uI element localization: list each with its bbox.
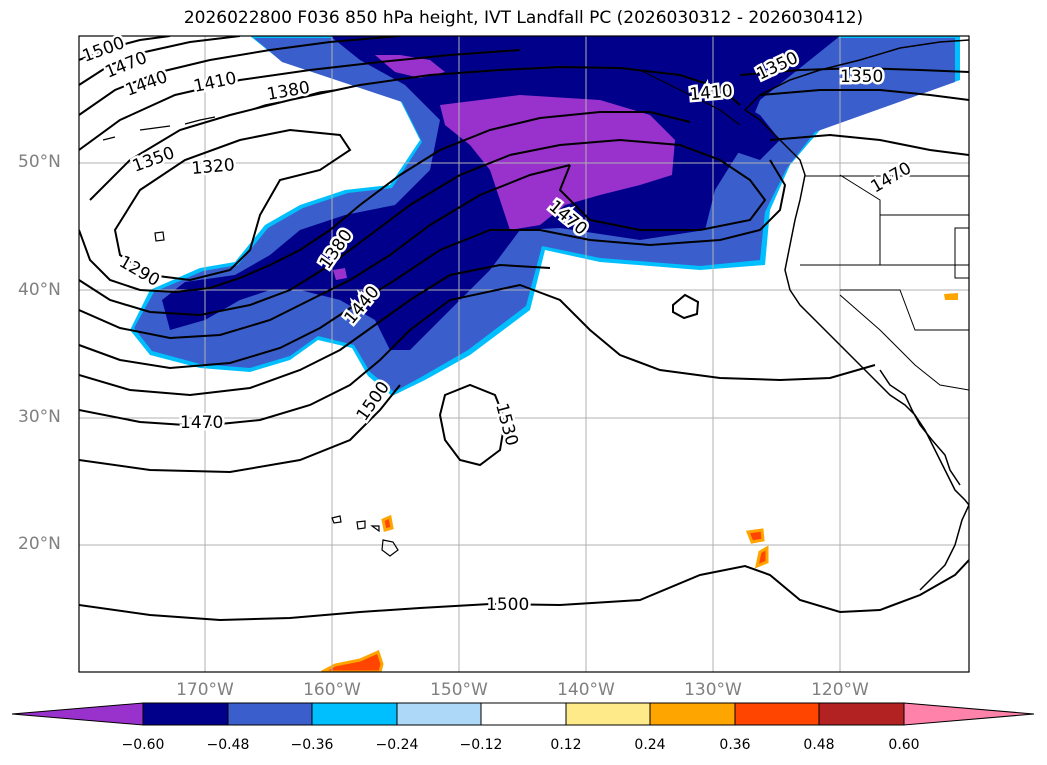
lat-label: 50°N (18, 152, 61, 172)
colorbar-extend-low (11, 702, 144, 726)
ivt-field-navy-east (640, 60, 780, 160)
ivt-positive-south (321, 649, 384, 672)
lon-label: 150°W (430, 680, 488, 700)
colorbar-tick: 0.48 (803, 737, 835, 753)
lon-label: 120°W (811, 680, 869, 700)
lat-label: 30°N (18, 407, 61, 427)
colorbar-tick: 0.24 (634, 737, 666, 753)
height-contours (79, 36, 969, 622)
political-borders (800, 174, 969, 391)
colorbar-bin (142, 702, 229, 726)
colorbar-tick: 0.12 (550, 737, 582, 753)
contour-label: 1320 (191, 155, 236, 179)
colorbar-tick: −0.24 (375, 737, 419, 753)
hawaiian-islands (154, 231, 399, 557)
colorbar-tick: −0.36 (290, 737, 334, 753)
colorbar-bin (311, 702, 398, 726)
ivt-positive-hawaii (381, 514, 394, 532)
lat-label: 20°N (18, 534, 61, 554)
contour-label: 1350 (840, 67, 883, 87)
colorbar-bin (396, 702, 482, 726)
colorbar-bin (818, 702, 905, 726)
lon-label: 170°W (176, 680, 234, 700)
ivt-positive-east-2 (754, 545, 769, 569)
ivt-positive-cal (944, 293, 958, 300)
lon-label: 130°W (684, 680, 742, 700)
colorbar-tick: 0.60 (888, 737, 920, 753)
lon-label: 140°W (557, 680, 615, 700)
colorbar-bin (649, 702, 736, 726)
coastline-mexico-south (919, 504, 969, 591)
colorbar-bin (227, 702, 313, 726)
colorbar-tick: −0.12 (459, 737, 503, 753)
colorbar-bin (480, 702, 567, 726)
colorbar-bin (565, 702, 651, 726)
coastline-baja (879, 369, 961, 486)
map-frame (78, 35, 970, 673)
map-title: 2026022800 F036 850 hPa height, IVT Land… (183, 8, 864, 28)
contour-label: 1470 (180, 413, 223, 433)
colorbar-tick: 0.36 (719, 737, 751, 753)
colorbar-extend-high (903, 702, 1035, 726)
ivt-positive-east-1 (745, 528, 765, 544)
colorbar-tick: −0.48 (206, 737, 250, 753)
colorbar-tick: −0.60 (121, 737, 165, 753)
contour-label: 1500 (486, 595, 529, 615)
colorbar (11, 702, 1035, 726)
contour-label: 1410 (689, 81, 734, 105)
ivt-core-purple-dot (333, 268, 347, 280)
colorbar-bin (734, 702, 820, 726)
lon-label: 160°W (303, 680, 361, 700)
coastline-north-america (743, 39, 969, 506)
lat-label: 40°N (18, 280, 61, 300)
